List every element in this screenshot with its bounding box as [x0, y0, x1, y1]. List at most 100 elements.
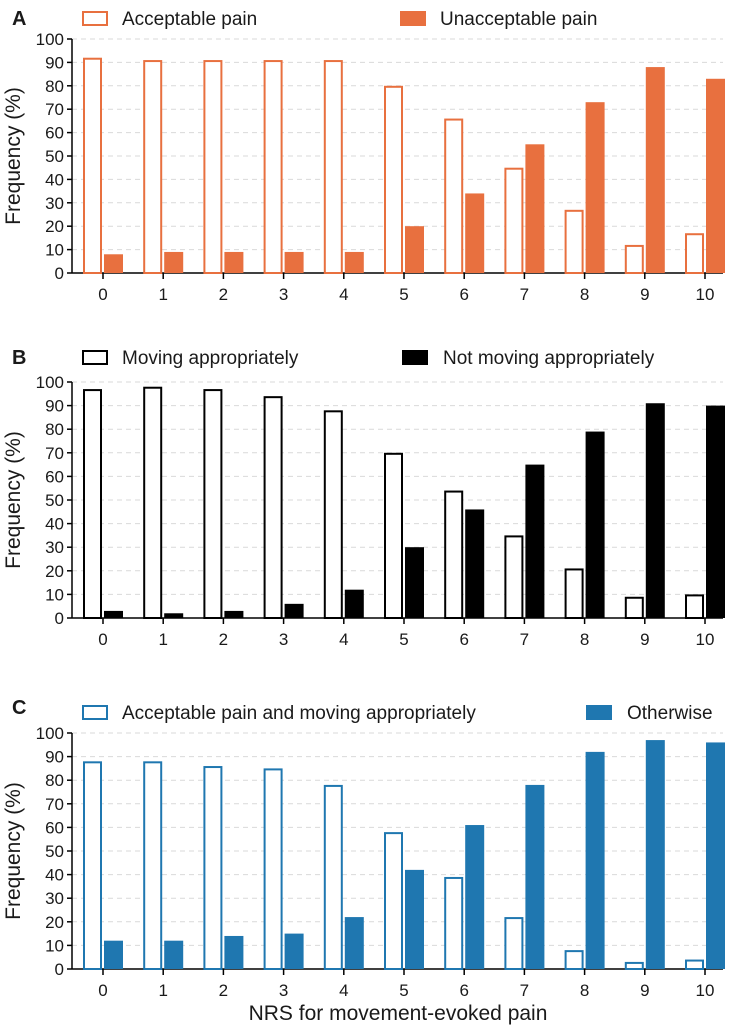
panel-c-ytick-label: 30 [45, 889, 64, 908]
panel-b-bar-outline [624, 596, 644, 620]
panel-a-legend-label: Acceptable pain [122, 9, 257, 30]
panel-b-xtick-label: 9 [640, 630, 649, 649]
panel-a-bar-filled [284, 251, 304, 273]
panel-a-bar-filled [164, 251, 184, 273]
panel-c-bar-outline [203, 766, 223, 970]
panel-c: 0 10 20 30 40 50 60 70 80 90 100 Frequency (%) 0 1 2 3 4… [2, 697, 725, 1000]
panel-a-ytick-label: 60 [45, 124, 64, 143]
panel-c-bar-filled [645, 740, 665, 969]
panel-a-ytick-label: 0 [55, 264, 64, 283]
panel-b-ytick-label: 80 [45, 420, 64, 439]
panel-c-bar-filled [465, 825, 485, 969]
panel-c-bar-filled [224, 935, 244, 969]
panel-b-bar-filled [405, 547, 424, 618]
panel-b-legend-label: Moving appropriately [122, 348, 299, 369]
panel-c-ytick-label: 100 [36, 724, 64, 743]
panel-a-xtick-label: 1 [158, 285, 167, 304]
panel-a-xtick-label: 3 [279, 285, 288, 304]
panel-c-xtick-label: 6 [459, 981, 468, 1000]
panel-a-bar-outline [444, 118, 464, 274]
panel-c-bar-filled [344, 917, 364, 969]
panel-c-bar-outline [83, 761, 102, 970]
panel-a: 0 10 20 30 40 50 60 70 80 90 100 Frequency (%) 0 1 2 3 4… [2, 8, 725, 304]
panel-a-bar-filled [344, 251, 364, 273]
panel-b-bar-outline [263, 396, 283, 619]
panel-a-bar-filled [224, 251, 244, 273]
panel-c-xtick-label: 1 [158, 981, 167, 1000]
panel-c-bar-filled [164, 940, 184, 969]
panel-b-bar-filled [706, 405, 725, 618]
panel-b-label: B [12, 347, 26, 369]
panel-a-label: A [12, 8, 26, 30]
panel-c-bar-filled [104, 940, 123, 969]
panel-c-ylabel: Frequency (%) [2, 782, 25, 920]
panel-c-bar-outline [624, 961, 644, 970]
panel-a-bar-filled [525, 144, 545, 273]
panel-a-bar-filled [585, 102, 605, 274]
panel-b-ytick-label: 10 [45, 585, 64, 604]
panel-b-ytick-label: 70 [45, 444, 64, 463]
panel-c-ytick-label: 0 [55, 960, 64, 979]
panel-a-ytick-label: 40 [45, 170, 64, 189]
panel-a-xtick-label: 4 [339, 285, 348, 304]
panel-a-bar-filled [645, 67, 665, 273]
panel-a-bar-outline [323, 60, 343, 275]
panel-c-ytick-label: 50 [45, 842, 64, 861]
panel-b-ytick-label: 0 [55, 609, 64, 628]
panel-c-bar-outline [384, 832, 403, 970]
panel-b-bar-filled [465, 509, 485, 618]
panel-c-xtick-label: 0 [98, 981, 107, 1000]
panel-b-xtick-label: 4 [339, 630, 348, 649]
panel-a-bar-filled [104, 254, 123, 273]
x-axis-label: NRS for movement-evoked pain [249, 1002, 548, 1025]
panel-c-ytick-label: 60 [45, 818, 64, 837]
panel-c-label: C [12, 697, 26, 719]
panel-c-xtick-label: 9 [640, 981, 649, 1000]
panel-b-xtick-label: 0 [98, 630, 107, 649]
panel-c-xtick-label: 3 [279, 981, 288, 1000]
panel-c-xtick-label: 8 [580, 981, 589, 1000]
panel-b-legend-swatch-outline [82, 350, 108, 365]
panel-c-bar-outline [263, 768, 283, 971]
panel-a-bar-outline [564, 209, 584, 275]
panel-b-bar-filled [585, 431, 605, 618]
panel-a-ytick-label: 10 [45, 241, 64, 260]
panel-b-bar-filled [645, 403, 665, 618]
panel-b-ytick-label: 100 [36, 373, 64, 392]
panel-c-legend-label: Acceptable pain and moving appropriately [122, 703, 476, 724]
panel-b-bar-filled [164, 613, 184, 618]
panel-b-ytick-label: 90 [45, 397, 64, 416]
panel-a-xtick-label: 2 [219, 285, 228, 304]
panel-b-xtick-label: 5 [399, 630, 408, 649]
panel-a-bar-outline [685, 233, 704, 274]
panel-c-ytick-label: 80 [45, 771, 64, 790]
panel-b-xtick-label: 10 [696, 630, 715, 649]
panel-c-xtick-label: 2 [219, 981, 228, 1000]
panel-b-bar-outline [323, 410, 343, 619]
panel-b-legend-swatch-filled [402, 350, 428, 365]
panel-c-ytick-label: 90 [45, 748, 64, 767]
panel-c-xtick-label: 4 [339, 981, 348, 1000]
panel-a-bar-outline [203, 60, 223, 275]
panel-c-bar-outline [444, 876, 464, 971]
panel-b-bar-outline [83, 389, 102, 619]
panel-c-legend-swatch-outline [82, 705, 108, 720]
panel-a-bar-filled [706, 78, 725, 273]
panel-a-bar-outline [624, 244, 644, 274]
panel-b-bar-filled [104, 610, 123, 618]
panel-a-xtick-label: 0 [98, 285, 107, 304]
panel-b-ylabel: Frequency (%) [2, 431, 25, 569]
panel-a-bar-outline [83, 57, 102, 274]
panel-a-bar-outline [504, 167, 524, 274]
panel-a-legend-label: Unacceptable pain [440, 9, 597, 30]
panel-b-bar-outline [384, 452, 403, 619]
panel-c-bar-outline [323, 784, 343, 970]
panel-a-bar-filled [465, 193, 485, 273]
panel-b-bar-filled [344, 589, 364, 618]
panel-c-ytick-label: 10 [45, 936, 64, 955]
panel-c-xtick-label: 5 [399, 981, 408, 1000]
panel-c-ytick-label: 70 [45, 795, 64, 814]
panel-b-bar-outline [444, 490, 464, 619]
panel-c-bar-outline [564, 950, 584, 970]
